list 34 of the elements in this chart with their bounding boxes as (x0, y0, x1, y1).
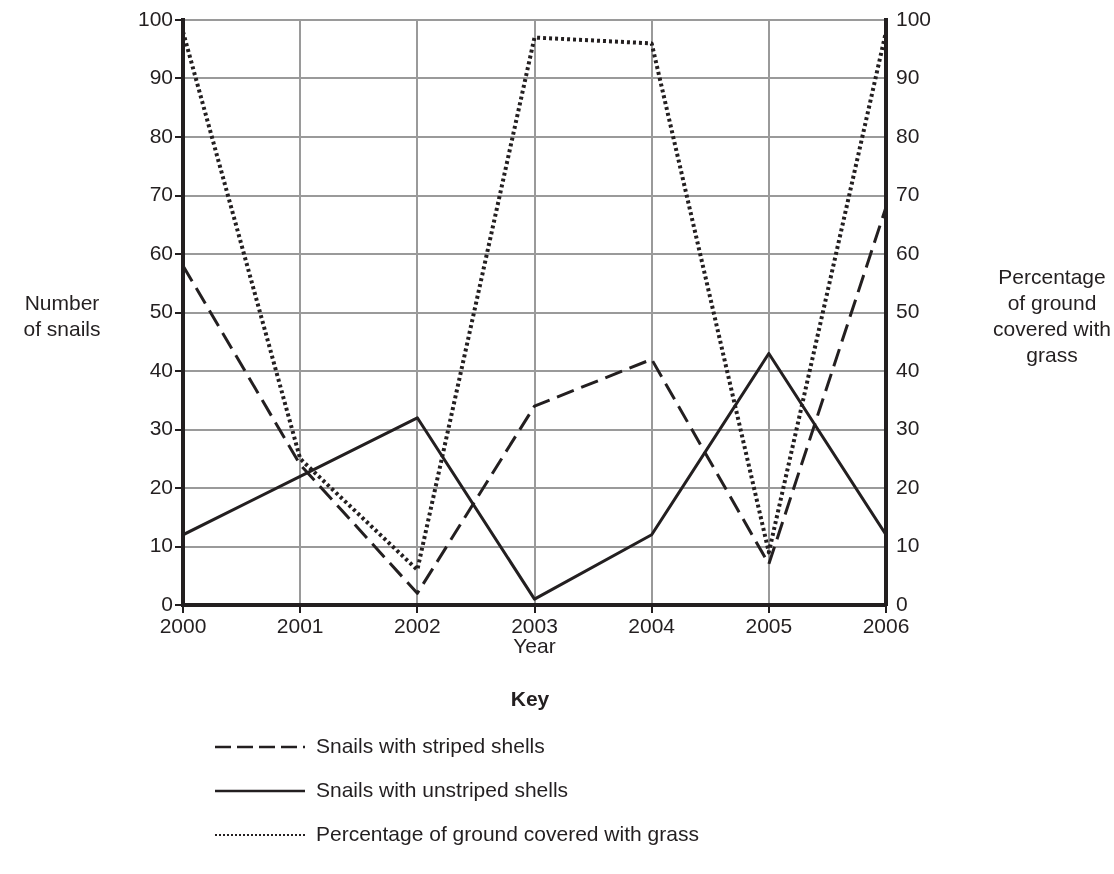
y-tick-label: 20 (149, 474, 173, 498)
y2-tick-label: 80 (896, 123, 920, 147)
y2-tick-label: 20 (896, 474, 920, 498)
y2-axis-title: Percentage of ground covered with grass (993, 265, 1111, 367)
y2-tick-label: 70 (896, 182, 920, 206)
y2-tick-label: 0 (896, 591, 908, 615)
y-tick-label: 50 (149, 299, 173, 323)
x-tick-label: 2000 (159, 614, 207, 638)
y2-tick-label: 30 (896, 416, 920, 440)
y-tick-label: 80 (149, 123, 173, 147)
x-tick-label: 2002 (393, 614, 441, 638)
legend-label: Snails with unstriped shells (316, 777, 569, 801)
y2-tick-label: 10 (896, 533, 920, 557)
y-tick-label: 40 (149, 357, 173, 381)
y-tick-label: 0 (161, 591, 173, 615)
y-tick-label: 90 (149, 65, 173, 89)
y2-tick-label: 50 (896, 299, 920, 323)
legend-label: Percentage of ground covered with grass (316, 821, 699, 845)
y2-tick-label: 40 (896, 357, 920, 381)
legend-label: Snails with striped shells (316, 733, 545, 757)
x-tick-label: 2005 (745, 614, 793, 638)
y-axis-title: Number of snails (23, 291, 101, 341)
y-tick-label: 70 (149, 182, 173, 206)
y-tick-label: 60 (149, 240, 173, 264)
x-tick-label: 2004 (628, 614, 676, 638)
x-tick-label: 2006 (862, 614, 910, 638)
y-tick-label: 30 (149, 416, 173, 440)
y2-tick-label: 90 (896, 65, 920, 89)
y2-tick-label: 100 (896, 6, 932, 30)
x-tick-label: 2001 (276, 614, 324, 638)
y-tick-label: 10 (149, 533, 173, 557)
y-tick-label: 100 (137, 6, 173, 30)
legend-title: Key (510, 686, 550, 710)
y2-tick-label: 60 (896, 240, 920, 264)
